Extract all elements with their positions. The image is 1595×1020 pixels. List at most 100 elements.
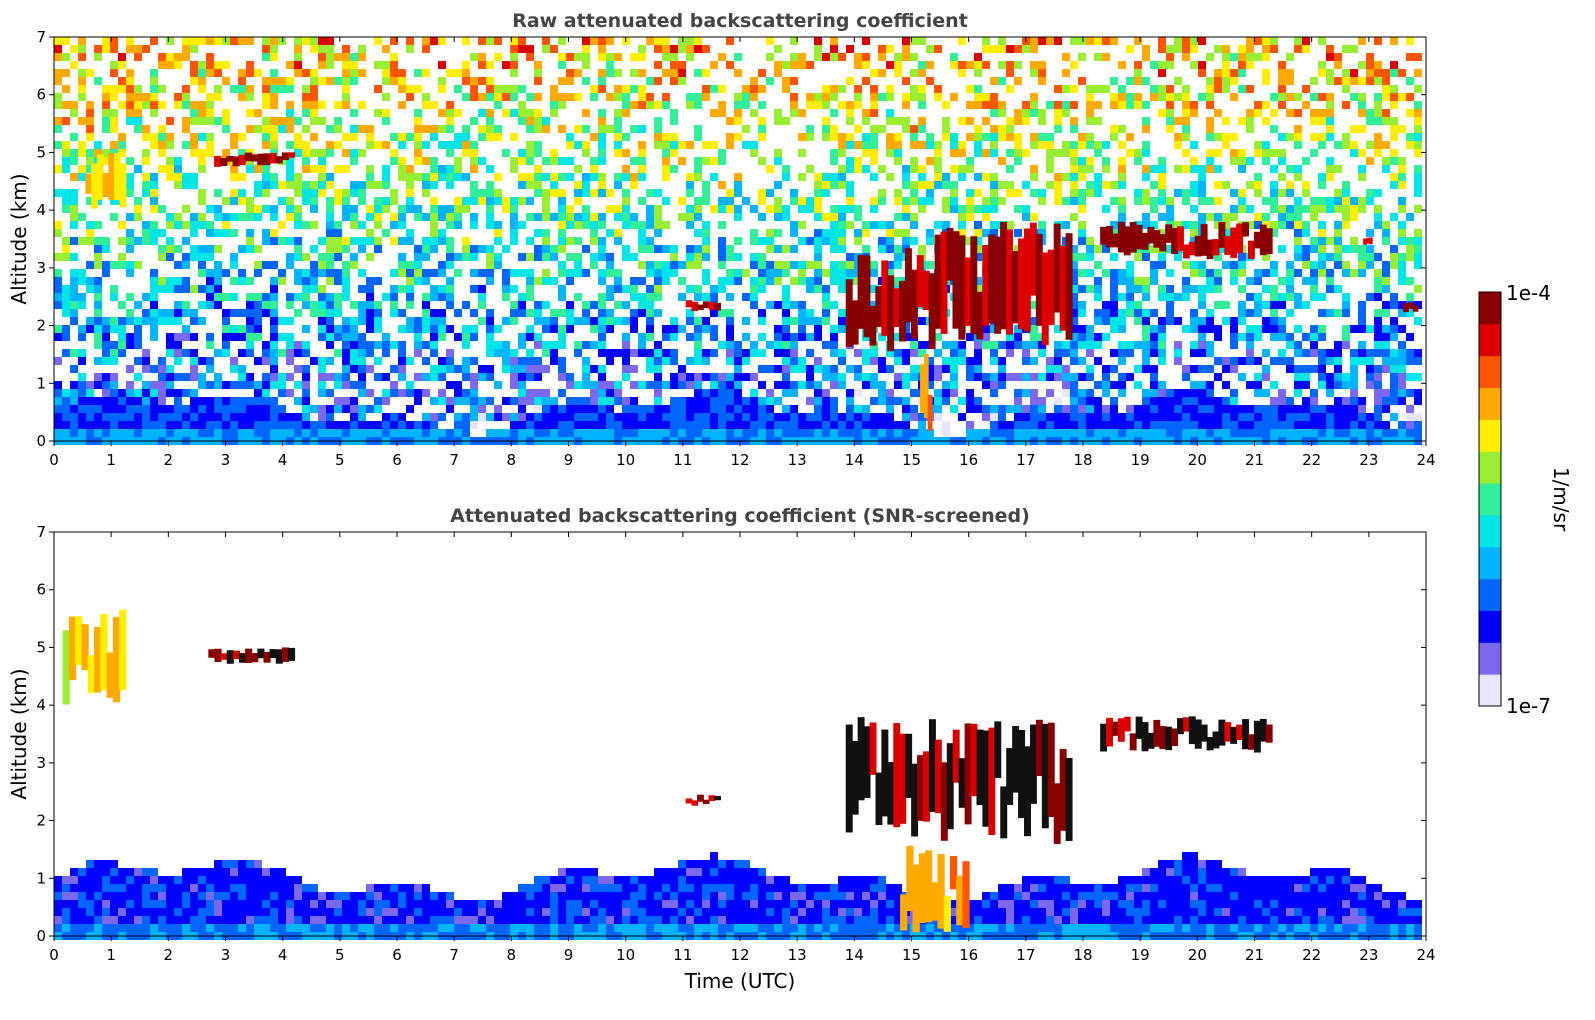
heatmap-cell [350,341,358,349]
heatmap-cell [510,309,518,317]
heatmap-cell [598,109,606,117]
heatmap-cell [646,333,654,341]
heatmap-cell [1374,389,1382,397]
heatmap-cell [134,197,142,205]
heatmap-cell [1118,125,1126,133]
heatmap-cell [1182,133,1190,141]
heatmap-cell [1374,61,1382,69]
heatmap-cell [1150,389,1158,397]
heatmap-cell [798,413,806,421]
heatmap-cell [926,189,934,197]
heatmap-cell [678,381,686,389]
heatmap-cell [590,405,598,413]
heatmap-cell [510,357,518,365]
heatmap-cell [1326,373,1334,381]
heatmap-cell [998,421,1006,429]
heatmap-cell [1294,237,1302,245]
heatmap-cell [918,341,926,349]
heatmap-cell [182,85,190,93]
heatmap-cell [694,69,702,77]
heatmap-cell [542,237,550,245]
heatmap-cell [1286,53,1294,61]
heatmap-cell [750,397,758,405]
heatmap-cell [142,429,150,437]
heatmap-cell [494,197,502,205]
heatmap-cell [1158,189,1166,197]
heatmap-cell [886,149,894,157]
heatmap-cell [422,277,430,285]
heatmap-cell [1390,149,1398,157]
heatmap-cell [574,213,582,221]
heatmap-cell [710,333,718,341]
heatmap-cell [302,285,310,293]
heatmap-cell [966,405,974,413]
heatmap-cell [534,77,542,85]
heatmap-cell [1206,413,1214,421]
heatmap-cell [286,301,294,309]
heatmap-cell [1270,269,1278,277]
heatmap-cell [1254,173,1262,181]
heatmap-cell [518,109,526,117]
heatmap-cell [374,141,382,149]
heatmap-cell [62,53,70,61]
heatmap-cell [206,101,214,109]
heatmap-cell [1334,61,1342,69]
heatmap-cell [518,357,526,365]
heatmap-cell [142,405,150,413]
heatmap-cell [1302,301,1310,309]
heatmap-cell [198,373,206,381]
heatmap-cell [326,293,334,301]
heatmap-cell [462,301,470,309]
heatmap-cell [478,197,486,205]
heatmap-cell [238,333,246,341]
heatmap-cell [1046,141,1054,149]
heatmap-cell [1086,109,1094,117]
heatmap-cell [1334,397,1342,405]
heatmap-cell [1110,93,1118,101]
heatmap-cell [518,181,526,189]
heatmap-cell [246,373,254,381]
heatmap-cell [582,45,590,53]
heatmap-cell [1214,181,1222,189]
heatmap-cell [1126,405,1134,413]
heatmap-cell [238,397,246,405]
heatmap-cell [438,293,446,301]
heatmap-cell [1094,421,1102,429]
heatmap-cell [542,173,550,181]
heatmap-cell [1078,341,1086,349]
heatmap-cell [510,421,518,429]
heatmap-cell [1358,357,1366,365]
heatmap-cell [1382,157,1390,165]
heatmap-cell [318,333,326,341]
heatmap-cell [102,125,110,133]
heatmap-cell [894,213,902,221]
heatmap-cell [110,285,118,293]
heatmap-cell [454,389,462,397]
heatmap-cell [1254,109,1262,117]
heatmap-cell [758,133,766,141]
heatmap-cell [430,269,438,277]
heatmap-cell [1134,341,1142,349]
heatmap-cell [846,269,854,277]
heatmap-cell [526,349,534,357]
heatmap-cell [534,373,542,381]
heatmap-cell [582,141,590,149]
heatmap-cell [814,285,822,293]
heatmap-cell [566,309,574,317]
heatmap-cell [910,237,918,245]
heatmap-cell [1334,237,1342,245]
heatmap-cell [622,413,630,421]
heatmap-cell [1278,325,1286,333]
heatmap-cell [422,293,430,301]
heatmap-cell [1126,421,1134,429]
heatmap-cell [278,317,286,325]
heatmap-cell [870,285,878,293]
heatmap-cell [342,77,350,85]
heatmap-cell [374,277,382,285]
heatmap-cell [718,253,726,261]
heatmap-cell [926,381,934,389]
heatmap-cell [190,133,198,141]
heatmap-cell [1326,53,1334,61]
heatmap-cell [630,101,638,109]
heatmap-cell [614,205,622,213]
